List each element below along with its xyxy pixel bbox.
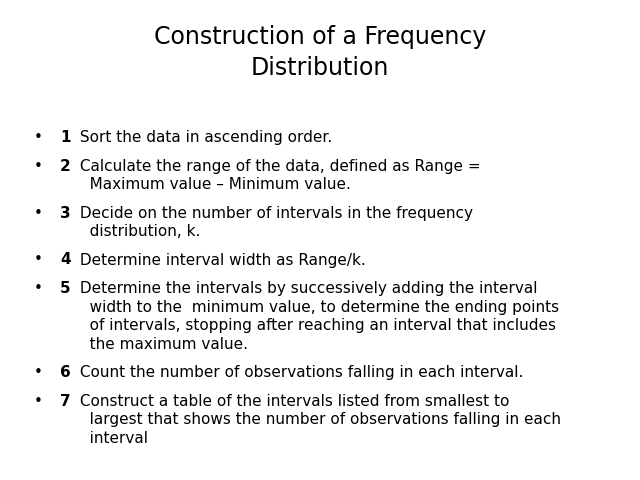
Text: Construction of a Frequency
Distribution: Construction of a Frequency Distribution [154, 25, 486, 80]
Text: of intervals, stopping after reaching an interval that includes: of intervals, stopping after reaching an… [75, 318, 556, 333]
Text: 7: 7 [60, 394, 70, 408]
Text: Count the number of observations falling in each interval.: Count the number of observations falling… [75, 365, 524, 380]
Text: the maximum value.: the maximum value. [75, 336, 248, 351]
Text: 2: 2 [60, 158, 71, 173]
Text: width to the  minimum value, to determine the ending points: width to the minimum value, to determine… [75, 300, 559, 314]
Text: •: • [33, 252, 42, 267]
Text: distribution, k.: distribution, k. [75, 224, 200, 239]
Text: Construct a table of the intervals listed from smallest to: Construct a table of the intervals liste… [75, 394, 509, 408]
Text: 3: 3 [60, 205, 70, 220]
Text: Determine the intervals by successively adding the interval: Determine the intervals by successively … [75, 281, 538, 296]
Text: •: • [33, 365, 42, 380]
Text: Decide on the number of intervals in the frequency: Decide on the number of intervals in the… [75, 205, 473, 220]
Text: •: • [33, 158, 42, 173]
Text: 1: 1 [60, 130, 70, 145]
Text: Sort the data in ascending order.: Sort the data in ascending order. [75, 130, 332, 145]
Text: Determine interval width as Range/k.: Determine interval width as Range/k. [75, 252, 365, 267]
Text: •: • [33, 394, 42, 408]
Text: 5: 5 [60, 281, 70, 296]
Text: interval: interval [75, 431, 148, 445]
Text: •: • [33, 130, 42, 145]
Text: Maximum value – Minimum value.: Maximum value – Minimum value. [75, 177, 351, 192]
Text: Calculate the range of the data, defined as Range =: Calculate the range of the data, defined… [75, 158, 481, 173]
Text: 6: 6 [60, 365, 71, 380]
Text: •: • [33, 205, 42, 220]
Text: 4: 4 [60, 252, 70, 267]
Text: •: • [33, 281, 42, 296]
Text: largest that shows the number of observations falling in each: largest that shows the number of observa… [75, 412, 561, 427]
